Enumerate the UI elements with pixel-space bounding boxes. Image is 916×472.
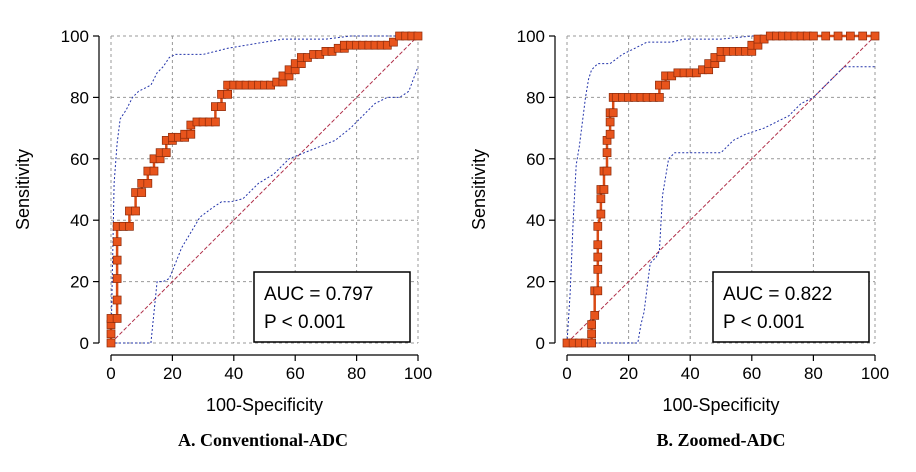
- roc-point: [593, 221, 603, 231]
- x-axis-label: 100-Specificity: [206, 395, 323, 415]
- p-value-label: P < 0.001: [723, 312, 805, 333]
- x-tick-label: 60: [286, 364, 305, 383]
- y-tick-label: 80: [526, 88, 545, 107]
- roc-point: [605, 129, 615, 139]
- roc-point: [587, 338, 596, 348]
- roc-point: [596, 194, 606, 204]
- roc-point: [593, 264, 603, 274]
- roc-point: [587, 329, 596, 339]
- x-tick-label: 40: [224, 364, 243, 383]
- panel-zoomed-adc: 0 20 40 60 80 100 0 20 40 60 80 100 100-Specificity…: [469, 27, 889, 450]
- roc-point: [106, 338, 116, 348]
- roc-point: [833, 31, 843, 41]
- x-tick-label: 80: [347, 364, 366, 383]
- roc-point: [112, 295, 122, 305]
- y-tick-label: 60: [526, 150, 545, 169]
- roc-point: [809, 31, 818, 41]
- reference-diagonal: [566, 35, 876, 344]
- roc-point: [106, 329, 116, 339]
- roc-point: [211, 117, 220, 127]
- roc-point: [112, 237, 122, 247]
- auc-label: AUC = 0.797: [264, 284, 373, 305]
- roc-point: [131, 206, 140, 216]
- roc-point: [186, 129, 196, 139]
- y-tick-label: 80: [70, 88, 89, 107]
- roc-point: [593, 252, 603, 262]
- x-tick-label: 100: [404, 364, 432, 383]
- p-value-label: P < 0.001: [264, 312, 346, 333]
- y-tick-label: 40: [70, 211, 89, 230]
- y-tick-label: 100: [517, 27, 545, 46]
- stats-box: [253, 271, 411, 343]
- y-tick-label: 100: [61, 27, 89, 46]
- roc-point: [389, 37, 398, 47]
- panel-caption: B. Zoomed-ADC: [657, 430, 786, 450]
- roc-point: [602, 166, 612, 176]
- ci-upper-line: [110, 35, 418, 344]
- x-tick-label: 20: [619, 364, 638, 383]
- ci-lower-line: [567, 66, 875, 344]
- roc-point: [112, 255, 122, 265]
- roc-point: [661, 80, 670, 90]
- x-tick-label: 80: [804, 364, 823, 383]
- y-tick-label: 40: [526, 211, 545, 230]
- roc-point: [125, 221, 134, 231]
- auc-label: AUC = 0.822: [723, 284, 832, 305]
- roc-point: [149, 166, 159, 176]
- roc-point: [599, 185, 609, 194]
- roc-point: [593, 286, 603, 296]
- panel-conventional-adc: 0 20 40 60 80 100 0 20 40 60 80 100 100-Specificity…: [13, 27, 432, 450]
- roc-point: [605, 117, 615, 127]
- y-tick-label: 20: [526, 273, 545, 292]
- roc-point: [602, 148, 612, 158]
- roc-point: [112, 274, 122, 283]
- roc-point: [593, 240, 603, 250]
- roc-point: [655, 93, 664, 102]
- roc-point: [590, 311, 600, 320]
- roc-point: [846, 31, 855, 41]
- panel-caption: A. Conventional-ADC: [178, 430, 348, 450]
- roc-point: [870, 31, 880, 41]
- x-tick-label: 40: [681, 364, 700, 383]
- y-tick-label: 0: [536, 334, 545, 353]
- roc-point: [596, 209, 606, 219]
- roc-point: [858, 31, 868, 41]
- roc-point: [608, 108, 618, 118]
- roc-point: [143, 179, 153, 188]
- roc-point: [223, 89, 233, 99]
- y-tick-label: 60: [70, 150, 89, 169]
- roc-point: [112, 314, 122, 323]
- x-tick-label: 0: [562, 364, 571, 383]
- roc-point: [587, 320, 596, 329]
- ci-upper-line: [566, 35, 875, 344]
- roc-point: [161, 148, 171, 158]
- x-tick-label: 0: [106, 364, 115, 383]
- y-axis-label: Sensitivity: [13, 149, 33, 230]
- y-axis-label: Sensitivity: [469, 149, 489, 230]
- x-tick-label: 100: [861, 364, 889, 383]
- reference-diagonal: [110, 35, 419, 344]
- x-tick-label: 20: [163, 364, 182, 383]
- roc-point: [217, 102, 226, 111]
- roc-point: [413, 31, 423, 41]
- stats-box: [712, 271, 870, 343]
- y-tick-label: 20: [70, 273, 89, 292]
- x-tick-label: 60: [742, 364, 761, 383]
- y-tick-label: 0: [80, 334, 89, 353]
- roc-point: [137, 188, 147, 197]
- ci-lower-line: [111, 66, 419, 344]
- x-axis-label: 100-Specificity: [662, 395, 779, 415]
- roc-point: [821, 31, 831, 41]
